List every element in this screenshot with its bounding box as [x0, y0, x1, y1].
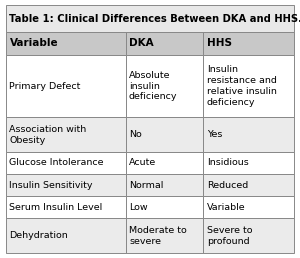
Bar	[203, 32, 294, 55]
Text: Insulin Sensitivity: Insulin Sensitivity	[10, 181, 93, 190]
Bar	[125, 174, 203, 196]
Bar	[125, 196, 203, 219]
Text: Reduced: Reduced	[207, 181, 248, 190]
Text: Variable: Variable	[207, 203, 245, 212]
Bar	[6, 117, 125, 152]
Bar	[125, 219, 203, 253]
Text: Dehydration: Dehydration	[10, 231, 68, 240]
Bar	[125, 55, 203, 117]
Text: HHS: HHS	[207, 38, 232, 49]
Text: Insidious: Insidious	[207, 158, 248, 167]
Text: Yes: Yes	[207, 130, 222, 139]
Text: Table 1: Clinical Differences Between DKA and HHS.: Table 1: Clinical Differences Between DK…	[10, 14, 300, 23]
Bar	[125, 117, 203, 152]
Text: Moderate to
severe: Moderate to severe	[129, 226, 187, 246]
Bar	[6, 55, 125, 117]
Bar	[6, 174, 125, 196]
Bar	[203, 55, 294, 117]
Bar	[6, 219, 125, 253]
Bar	[203, 152, 294, 174]
Text: Absolute
insulin
deficiency: Absolute insulin deficiency	[129, 71, 178, 101]
Text: Variable: Variable	[10, 38, 58, 49]
Bar	[6, 5, 294, 32]
Text: No: No	[129, 130, 142, 139]
Text: Association with
Obesity: Association with Obesity	[10, 125, 87, 144]
Bar	[125, 152, 203, 174]
Bar	[203, 174, 294, 196]
Text: DKA: DKA	[129, 38, 154, 49]
Bar	[6, 32, 125, 55]
Bar	[125, 32, 203, 55]
Bar	[203, 219, 294, 253]
Text: Low: Low	[129, 203, 148, 212]
Bar	[6, 152, 125, 174]
Text: Glucose Intolerance: Glucose Intolerance	[10, 158, 104, 167]
Text: Primary Defect: Primary Defect	[10, 82, 81, 91]
Text: Serum Insulin Level: Serum Insulin Level	[10, 203, 103, 212]
Text: Acute: Acute	[129, 158, 156, 167]
Bar	[203, 117, 294, 152]
Text: Insulin
resistance and
relative insulin
deficiency: Insulin resistance and relative insulin …	[207, 66, 277, 107]
Bar	[6, 196, 125, 219]
Bar	[203, 196, 294, 219]
Text: Severe to
profound: Severe to profound	[207, 226, 252, 246]
Text: Normal: Normal	[129, 181, 164, 190]
